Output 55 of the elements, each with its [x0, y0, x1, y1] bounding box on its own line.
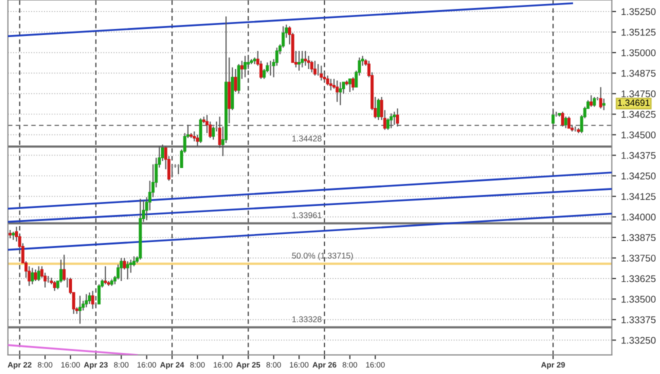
- y-tick-label: 1.34000: [622, 214, 656, 221]
- y-tick-label: 1.34500: [622, 131, 656, 138]
- candlestick: [53, 280, 56, 292]
- ref-line-label: 50.0% (1.33715): [292, 252, 353, 260]
- candlestick: [244, 55, 247, 78]
- y-tick-label: 1.33250: [622, 336, 656, 344]
- candlestick: [376, 98, 380, 121]
- y-tick-label: 1.35125: [622, 28, 656, 36]
- y-tick-label: 1.33875: [622, 234, 656, 242]
- candlestick: [37, 266, 40, 282]
- candlestick: [98, 284, 101, 305]
- candlestick: [246, 58, 250, 70]
- ref-line-label: 1.34428: [292, 136, 322, 142]
- candlestick: [307, 55, 310, 70]
- candlestick: [240, 60, 244, 80]
- candlestick: [196, 134, 200, 147]
- candlestick: [336, 80, 339, 102]
- candlestick: [300, 50, 304, 68]
- candlestick: [320, 65, 323, 82]
- candlestick: [348, 78, 352, 93]
- candlestick: [298, 50, 301, 72]
- y-tick-label: 1.34750: [622, 90, 656, 98]
- candlestick: [28, 266, 31, 286]
- y-tick-label: 1.33625: [622, 275, 656, 282]
- ref-line-label: 1.33961: [292, 212, 322, 218]
- ref-line-label: 1.33328: [292, 316, 322, 322]
- candlestick: [192, 130, 196, 142]
- candlestick: [120, 257, 123, 282]
- candlestick: [310, 60, 314, 73]
- candlestick: [352, 76, 355, 91]
- candlestick: [88, 292, 92, 305]
- y-tick-label: 1.34875: [622, 70, 656, 77]
- text: 1.34691: [618, 100, 650, 106]
- candlestick: [84, 294, 88, 308]
- y-tick-label: 1.34375: [622, 152, 656, 159]
- candlestick: [78, 295, 82, 324]
- y-tick-label: 1.33375: [622, 316, 656, 324]
- candlestick: [30, 267, 34, 285]
- candlestick: [304, 50, 307, 66]
- candlestick: [329, 78, 332, 91]
- y-tick-label: 1.34625: [622, 110, 656, 118]
- candlestick: [91, 290, 94, 310]
- y-tick-label: 1.35000: [622, 49, 656, 56]
- y-tick-label: 1.33500: [622, 296, 656, 303]
- candlestick: [34, 268, 38, 282]
- y-tick-label: 1.34250: [622, 172, 656, 180]
- candlestick: [104, 266, 107, 285]
- candlestick: [234, 68, 238, 93]
- candlestick: [392, 111, 396, 126]
- candlestick: [126, 260, 130, 280]
- candlestick: [338, 82, 342, 106]
- candlestick: [313, 60, 316, 76]
- y-tick-label: 1.33750: [622, 254, 656, 262]
- y-tick-label: 1.35250: [622, 8, 656, 16]
- y-tick-label: 1.34125: [622, 193, 656, 200]
